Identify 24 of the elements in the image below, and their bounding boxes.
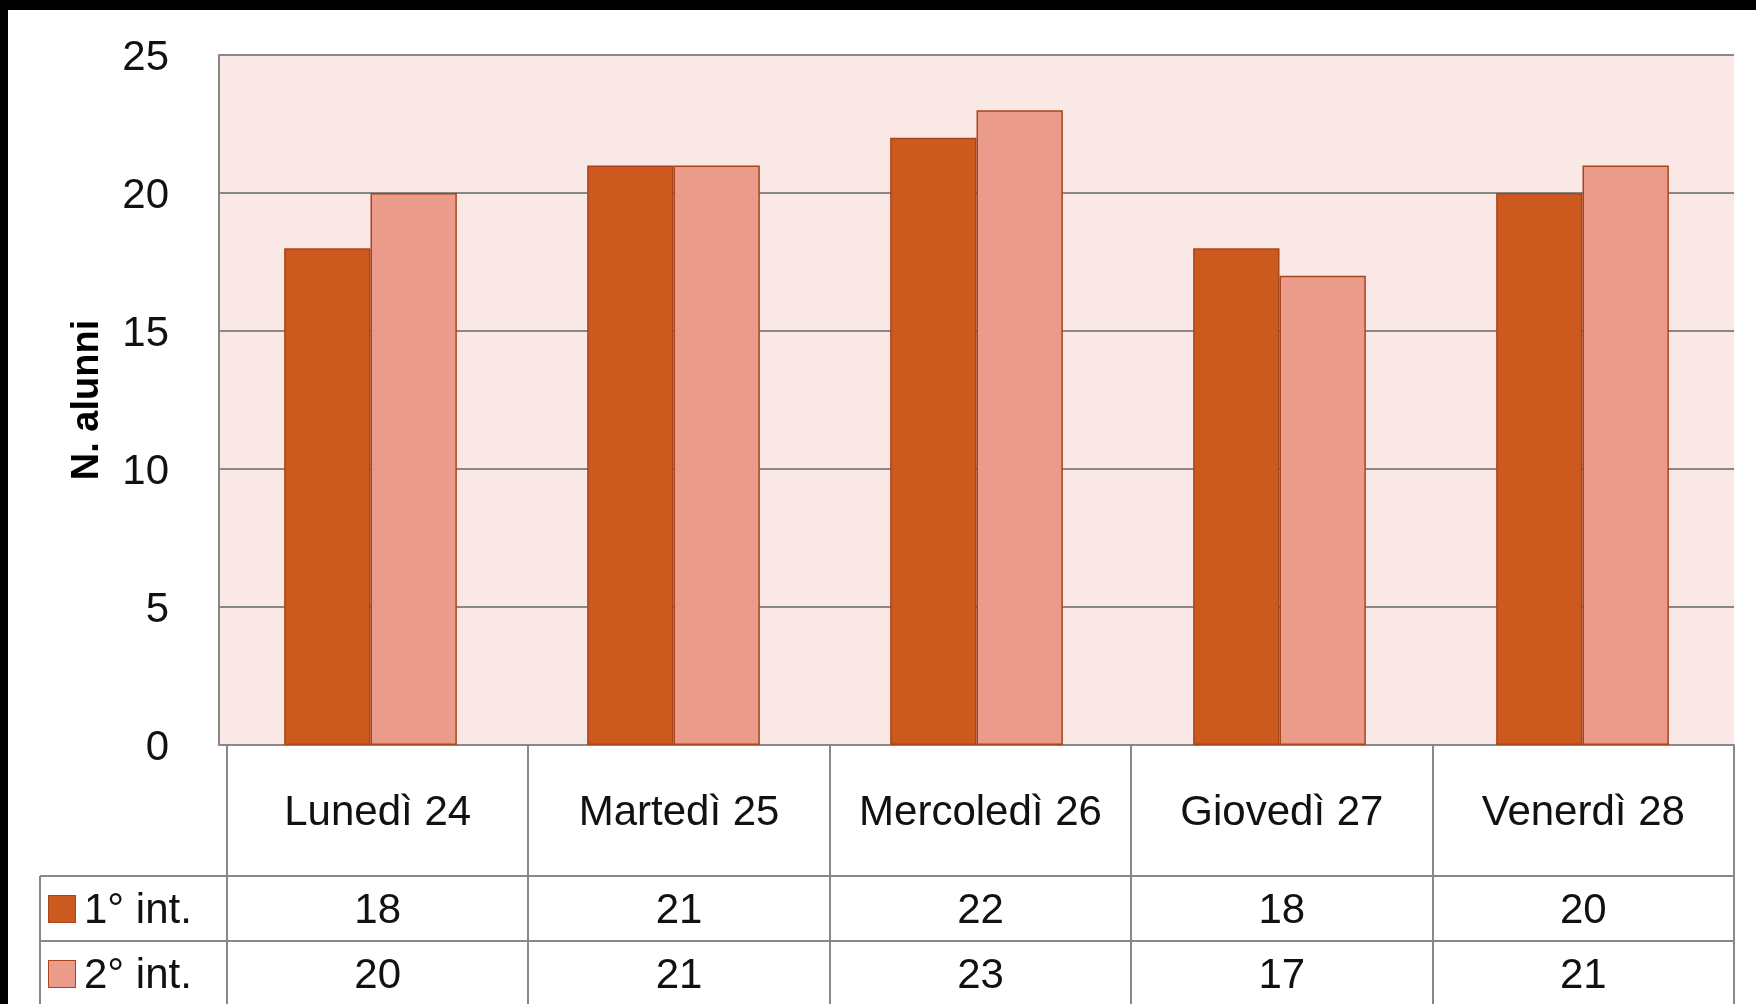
x-tick-label: Venerdì 28 bbox=[1480, 785, 1686, 836]
x-tick-label: Giovedì 27 bbox=[1179, 785, 1385, 836]
data-label: 17 bbox=[1257, 948, 1307, 999]
x-tick-label: Lunedì 24 bbox=[283, 785, 473, 836]
x-tick-label: Mercoledì 26 bbox=[858, 785, 1103, 836]
y-tick-label: 20 bbox=[122, 169, 169, 217]
data-label: 21 bbox=[1558, 948, 1608, 999]
y-tick-label: 15 bbox=[122, 307, 169, 355]
data-label: 18 bbox=[353, 883, 403, 934]
y-tick-label: 5 bbox=[145, 583, 169, 631]
y-tick-label: 25 bbox=[122, 31, 169, 79]
data-label: 18 bbox=[1257, 883, 1307, 934]
data-label: 22 bbox=[956, 883, 1005, 934]
data-label: 21 bbox=[654, 948, 704, 999]
data-label: 21 bbox=[654, 883, 704, 934]
data-label: 20 bbox=[353, 948, 403, 999]
y-tick-label: 10 bbox=[122, 445, 169, 493]
data-label: 20 bbox=[1558, 883, 1608, 934]
x-tick-label: Martedì 25 bbox=[577, 785, 781, 836]
legend-label: 2° int. bbox=[84, 949, 192, 998]
data-label: 23 bbox=[956, 948, 1005, 999]
y-axis-title: N. alunni bbox=[64, 319, 106, 481]
y-tick-label: 0 bbox=[145, 721, 169, 769]
legend-label: 1° int. bbox=[84, 884, 192, 933]
